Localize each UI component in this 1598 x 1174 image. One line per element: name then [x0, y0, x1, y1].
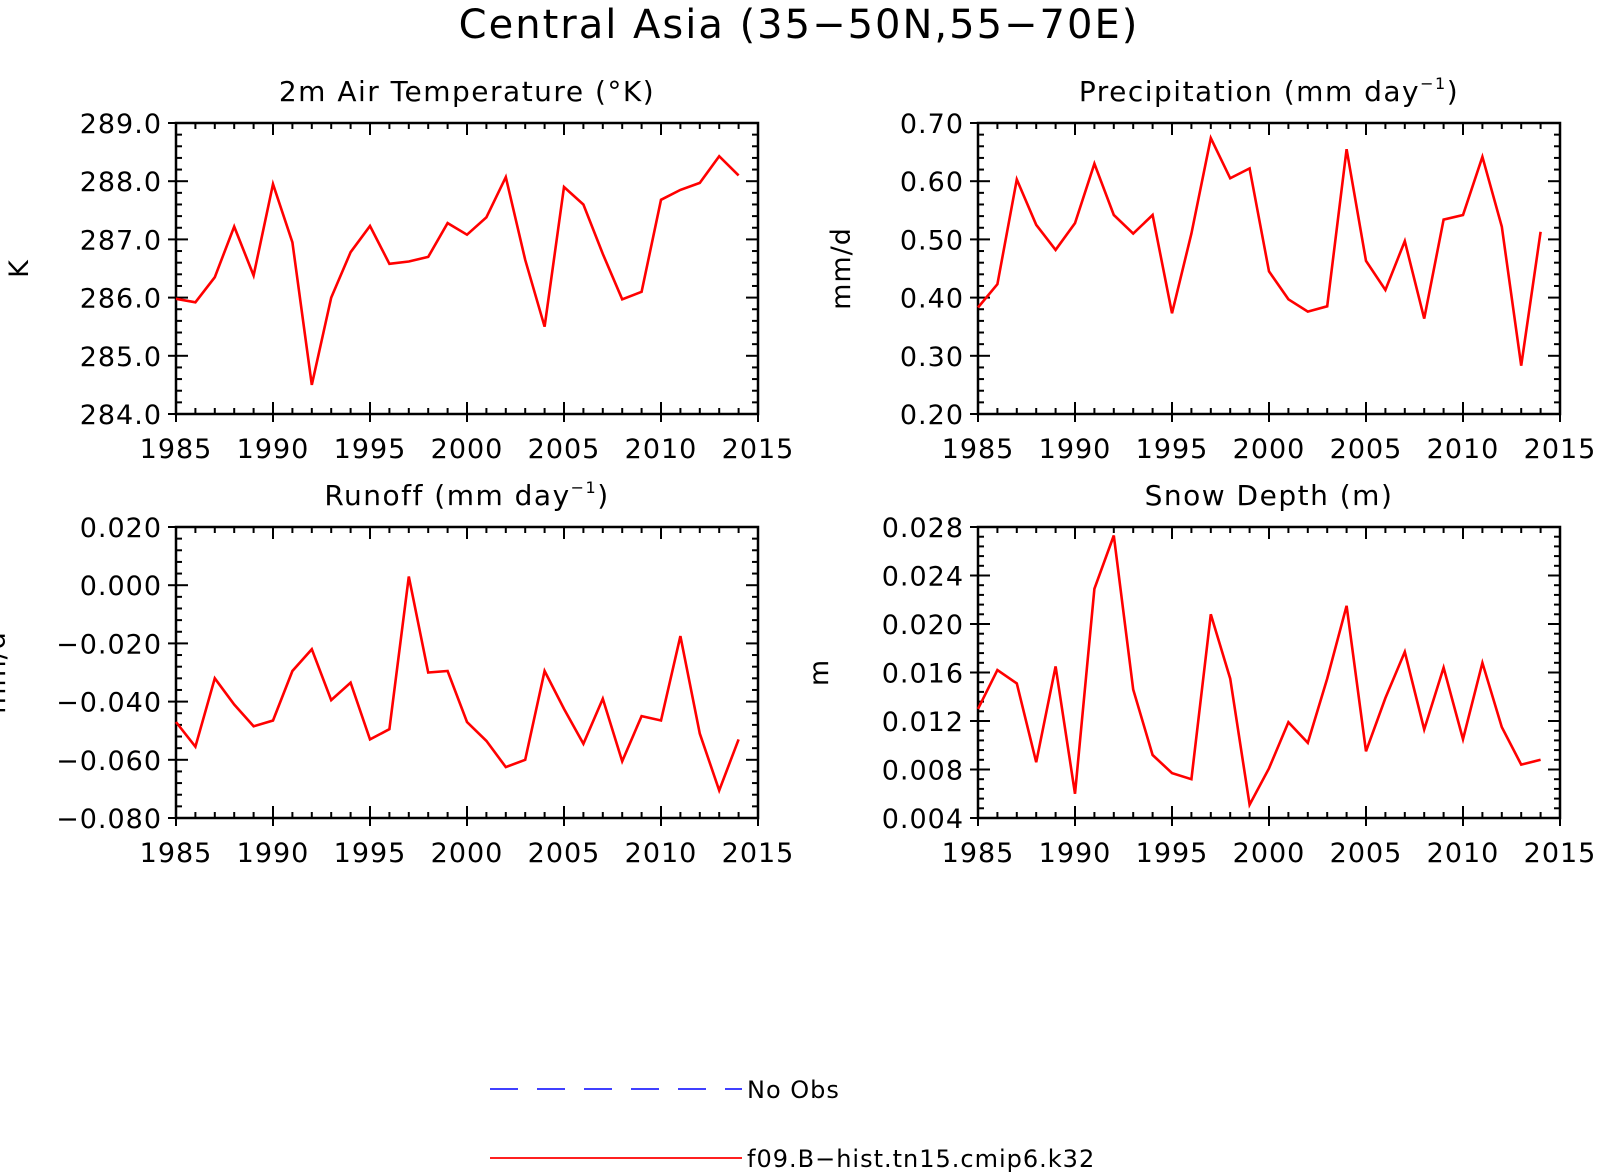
panel-title-text: 2m Air Temperature (°K) [279, 75, 655, 108]
panel-title-text: Runoff (mm day [324, 479, 570, 512]
y-tick-label: 0.000 [80, 571, 162, 602]
y-tick-label: 0.020 [80, 513, 162, 544]
y-axis-label: K [4, 259, 35, 278]
panel-title: 2m Air Temperature (°K) [279, 75, 655, 108]
panel-title-text: Precipitation (mm day [1079, 75, 1420, 108]
series-line [174, 576, 740, 795]
y-tick-label: 285.0 [80, 342, 162, 373]
legend-label-model: f09.B−hist.tn15.cmip6.k32 [747, 1145, 1095, 1173]
panel-title: Snow Depth (m) [1145, 479, 1394, 512]
x-tick-label: 1985 [140, 434, 213, 465]
x-tick-label: 2015 [1524, 838, 1597, 869]
x-tick-label: 1995 [334, 838, 407, 869]
x-tick-label: 1985 [942, 434, 1015, 465]
y-tick-label: 287.0 [80, 225, 162, 256]
plot-frame [174, 121, 760, 416]
y-tick-label: 0.028 [882, 513, 964, 544]
x-tick-label: 1990 [237, 434, 310, 465]
panel-title: Runoff (mm day−1) [324, 478, 609, 512]
y-tick-label: −0.080 [56, 804, 162, 835]
x-tick-label: 2000 [431, 838, 504, 869]
panel-air-temperature: 2m Air Temperature (°K) K 1985 1990 1995 2000… [4, 75, 795, 465]
x-tick-label: 1985 [942, 838, 1015, 869]
panel-title-superscript: −1 [571, 478, 598, 497]
panel-title-end: ) [597, 479, 609, 512]
x-tick-label: 1995 [334, 434, 407, 465]
y-tick-label: −0.020 [56, 629, 162, 660]
y-tick-label: 0.016 [882, 659, 964, 690]
series-line [175, 154, 740, 386]
y-tick-label: 0.020 [882, 610, 964, 641]
x-tick-label: 2010 [625, 434, 698, 465]
legend: No Obs f09.B−hist.tn15.cmip6.k32 [490, 1076, 1095, 1173]
x-tick-label: 2000 [1233, 838, 1306, 869]
y-tick-label: 286.0 [80, 284, 162, 315]
y-tick-label: 0.004 [882, 804, 964, 835]
y-axis-label: mm/d [826, 227, 857, 310]
x-tick-label: 2010 [1427, 838, 1500, 869]
x-tick-label: 1990 [237, 838, 310, 869]
x-tick-label: 2000 [431, 434, 504, 465]
y-tick-label: 0.70 [900, 109, 964, 140]
y-axis-label: m [804, 659, 835, 686]
y-tick-label: 0.40 [900, 284, 964, 315]
panel-runoff: Runoff (mm day−1) mm/d 1985 1990 1995 2000 200… [0, 478, 795, 869]
panel-precipitation: Precipitation (mm day−1) mm/d 1985 1990 1995… [826, 74, 1597, 465]
y-tick-label: 0.012 [882, 707, 964, 738]
panel-snow-depth: Snow Depth (m) m 1985 1990 1995 2000 2005 2010 2… [804, 479, 1597, 869]
x-tick-label: 2005 [1330, 434, 1403, 465]
x-tick-label: 2000 [1233, 434, 1306, 465]
legend-label-obs: No Obs [747, 1076, 840, 1104]
x-tick-label: 2015 [722, 434, 795, 465]
y-tick-label: 0.20 [900, 400, 964, 431]
x-tick-label: 2015 [722, 838, 795, 869]
x-tick-label: 1985 [140, 838, 213, 869]
y-tick-label: 0.50 [900, 225, 964, 256]
x-tick-label: 1995 [1136, 434, 1209, 465]
series-line [977, 134, 1542, 366]
x-tick-label: 2010 [625, 838, 698, 869]
x-tick-label: 1990 [1039, 838, 1112, 869]
panel-title-end: ) [1447, 75, 1459, 108]
x-tick-label: 2010 [1427, 434, 1500, 465]
panel-title: Precipitation (mm day−1) [1079, 74, 1459, 108]
panel-title-superscript: −1 [1420, 74, 1447, 93]
x-tick-label: 2015 [1524, 434, 1597, 465]
x-tick-label: 2005 [1330, 838, 1403, 869]
series-line [976, 535, 1541, 809]
y-tick-label: −0.040 [56, 688, 162, 719]
x-tick-label: 2005 [528, 434, 601, 465]
y-tick-label: 0.024 [882, 562, 964, 593]
y-tick-label: 288.0 [80, 167, 162, 198]
y-tick-label: 0.008 [882, 756, 964, 787]
y-axis-label: mm/d [0, 631, 12, 714]
x-tick-label: 1990 [1039, 434, 1112, 465]
y-tick-label: 0.30 [900, 342, 964, 373]
y-tick-label: 284.0 [80, 400, 162, 431]
y-tick-label: −0.060 [56, 746, 162, 777]
panel-title-text: Snow Depth (m) [1145, 479, 1394, 512]
x-tick-label: 2005 [528, 838, 601, 869]
y-tick-label: 289.0 [80, 109, 162, 140]
y-tick-label: 0.60 [900, 167, 964, 198]
plot-frame [976, 525, 1562, 820]
x-tick-label: 1995 [1136, 838, 1209, 869]
figure-title: Central Asia (35−50N,55−70E) [459, 2, 1140, 48]
